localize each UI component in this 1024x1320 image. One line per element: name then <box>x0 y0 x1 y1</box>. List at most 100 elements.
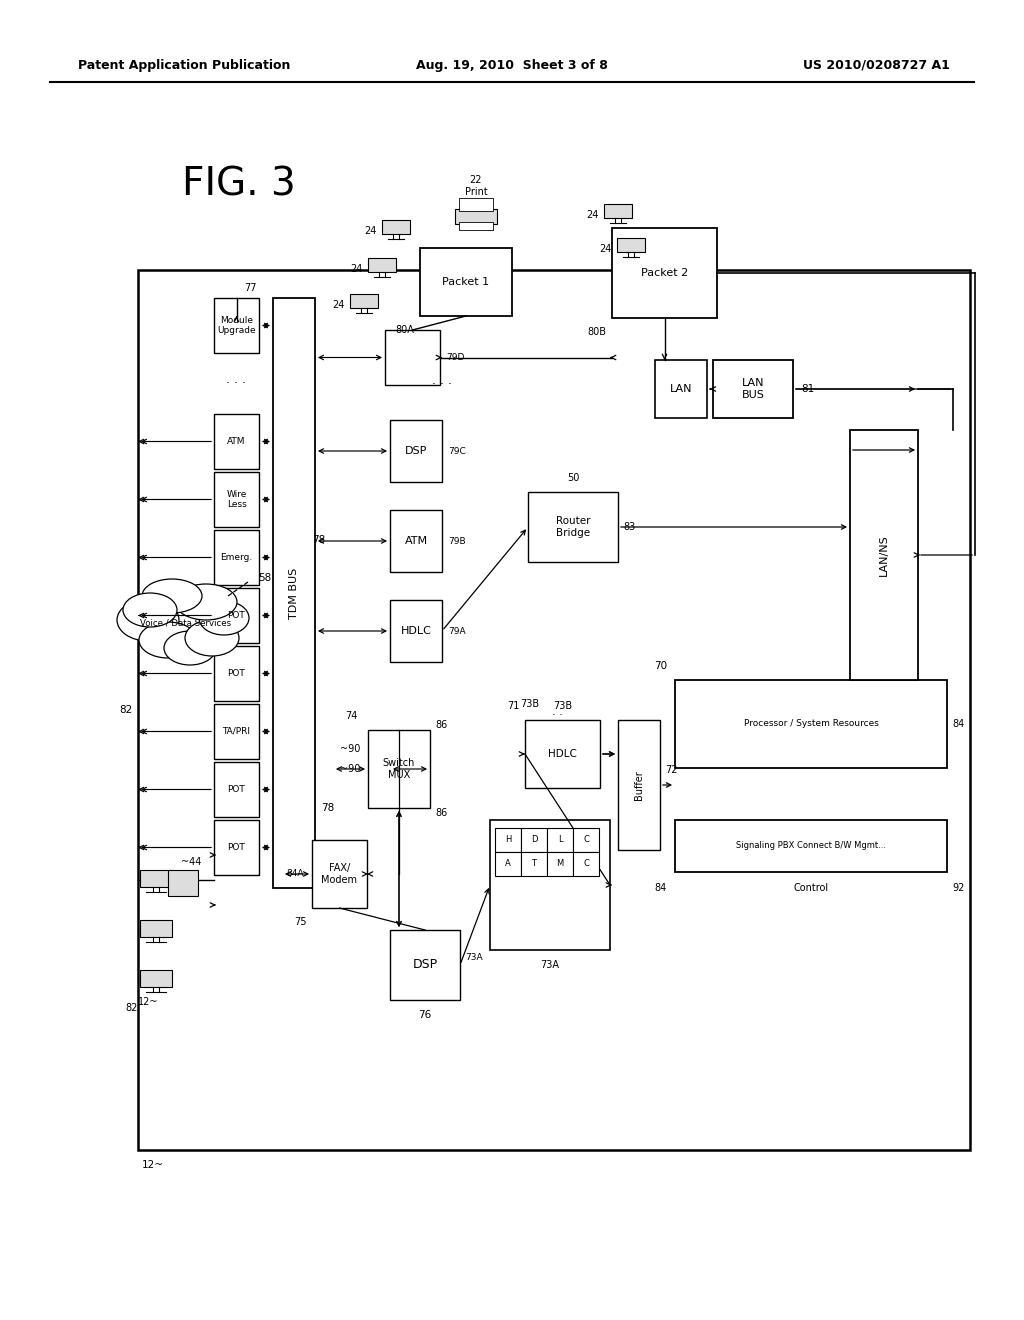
Text: POT: POT <box>227 785 246 795</box>
Bar <box>675 680 947 768</box>
Text: DSP: DSP <box>404 446 427 455</box>
Text: 24: 24 <box>600 244 612 253</box>
Text: 79A: 79A <box>449 627 466 635</box>
Bar <box>214 704 259 759</box>
Text: Packet 1: Packet 1 <box>442 277 489 286</box>
Text: US 2010/0208727 A1: US 2010/0208727 A1 <box>803 58 950 71</box>
Text: 12~: 12~ <box>138 997 159 1007</box>
Text: 24: 24 <box>350 264 362 275</box>
Text: 74: 74 <box>346 711 358 721</box>
Bar <box>528 492 618 562</box>
Bar <box>140 970 172 987</box>
Text: Print: Print <box>465 187 487 197</box>
Bar <box>675 820 947 873</box>
Ellipse shape <box>123 593 177 627</box>
Bar <box>713 360 793 418</box>
Bar <box>140 920 172 937</box>
Bar <box>385 330 440 385</box>
Text: 71: 71 <box>508 701 520 711</box>
Text: M: M <box>556 859 563 869</box>
Bar <box>521 828 547 851</box>
Bar <box>368 730 430 808</box>
Text: 82: 82 <box>126 1003 138 1012</box>
Text: 73A: 73A <box>465 953 482 961</box>
Bar <box>420 248 512 315</box>
Bar <box>495 851 521 876</box>
Text: D: D <box>530 836 538 845</box>
Bar <box>312 840 367 908</box>
Text: Aug. 19, 2010  Sheet 3 of 8: Aug. 19, 2010 Sheet 3 of 8 <box>416 58 608 71</box>
Text: 79B: 79B <box>449 536 466 545</box>
Bar <box>390 420 442 482</box>
Text: A: A <box>505 859 511 869</box>
Text: 73B: 73B <box>520 700 539 709</box>
Text: L: L <box>558 836 562 845</box>
Text: LAN
BUS: LAN BUS <box>741 379 765 400</box>
Text: HDLC: HDLC <box>400 626 431 636</box>
Text: TA/PRI: TA/PRI <box>222 727 251 737</box>
Text: 24: 24 <box>365 226 377 236</box>
Bar <box>350 294 378 309</box>
Text: Module
Upgrade: Module Upgrade <box>217 315 256 335</box>
Text: LAN: LAN <box>670 384 692 393</box>
Text: 78: 78 <box>321 803 334 813</box>
Bar <box>525 719 600 788</box>
Bar <box>214 531 259 585</box>
Bar <box>168 870 198 896</box>
Bar <box>214 645 259 701</box>
Bar <box>382 220 410 235</box>
Text: 70: 70 <box>654 661 667 671</box>
Text: Signaling PBX Connect B/W Mgmt...: Signaling PBX Connect B/W Mgmt... <box>736 842 886 850</box>
Bar <box>459 198 493 211</box>
Text: 24: 24 <box>333 300 345 310</box>
Text: 80A: 80A <box>395 325 414 335</box>
Bar <box>547 828 573 851</box>
Text: 81: 81 <box>801 384 814 393</box>
Text: · · ·: · · · <box>226 378 247 389</box>
Text: ~90: ~90 <box>340 764 360 774</box>
Text: 12~: 12~ <box>142 1160 164 1170</box>
Text: 78: 78 <box>312 535 326 545</box>
Bar <box>214 820 259 875</box>
Text: 76: 76 <box>419 1010 432 1020</box>
Bar <box>140 870 172 887</box>
Text: 84: 84 <box>654 883 667 894</box>
Bar <box>495 828 521 851</box>
Text: Switch
MUX: Switch MUX <box>383 758 415 780</box>
Text: DSP: DSP <box>413 958 437 972</box>
Bar <box>390 510 442 572</box>
Bar <box>573 828 599 851</box>
Bar <box>618 719 660 850</box>
Text: 58: 58 <box>258 573 271 583</box>
Bar <box>214 473 259 527</box>
Bar <box>214 414 259 469</box>
Bar <box>455 209 497 223</box>
Bar <box>390 931 460 1001</box>
Text: POT: POT <box>227 669 246 678</box>
Text: C: C <box>583 859 589 869</box>
Ellipse shape <box>164 631 216 665</box>
Text: 72: 72 <box>665 766 678 775</box>
Bar <box>521 851 547 876</box>
Bar <box>214 298 259 352</box>
Ellipse shape <box>199 601 249 635</box>
Text: · ·: · · <box>552 710 563 719</box>
Text: C: C <box>583 836 589 845</box>
Text: 22: 22 <box>470 176 482 185</box>
Text: POT: POT <box>227 611 246 620</box>
Text: 83: 83 <box>623 521 635 532</box>
Text: Emerg.: Emerg. <box>220 553 253 562</box>
Text: TDM BUS: TDM BUS <box>289 568 299 619</box>
Text: FAX/
Modem: FAX/ Modem <box>322 863 357 884</box>
Bar <box>573 851 599 876</box>
Text: Router
Bridge: Router Bridge <box>556 516 590 537</box>
Text: ~90: ~90 <box>340 744 360 754</box>
Text: Processor / System Resources: Processor / System Resources <box>743 719 879 729</box>
Text: 79C: 79C <box>449 446 466 455</box>
Text: Control: Control <box>794 883 828 894</box>
Ellipse shape <box>142 579 202 612</box>
Text: 84A: 84A <box>287 870 304 879</box>
Bar <box>214 762 259 817</box>
Text: 86: 86 <box>435 808 447 818</box>
Text: Wire
Less: Wire Less <box>226 490 247 510</box>
